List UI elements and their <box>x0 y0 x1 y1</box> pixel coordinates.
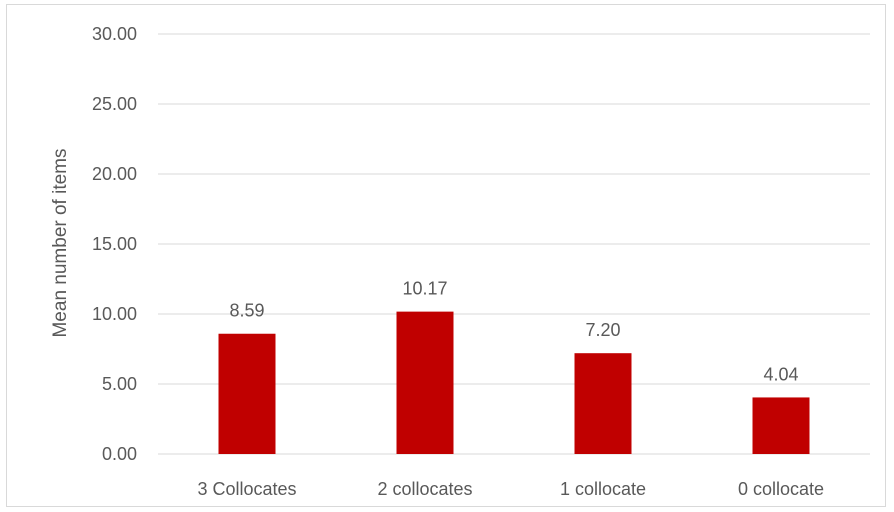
y-tick-label: 5.00 <box>102 374 137 394</box>
bar <box>396 311 454 454</box>
bar-value-label: 8.59 <box>229 301 264 321</box>
y-tick-label: 30.00 <box>92 24 137 44</box>
y-tick-label: 0.00 <box>102 444 137 464</box>
bars <box>218 311 810 454</box>
y-tick-label: 25.00 <box>92 94 137 114</box>
data-labels: 8.59 10.17 7.20 4.04 <box>229 279 798 385</box>
bar-value-label: 10.17 <box>402 279 447 299</box>
bar-value-label: 7.20 <box>585 320 620 340</box>
gridlines <box>158 33 870 455</box>
x-tick-label: 1 collocate <box>560 479 646 499</box>
y-tick-label: 10.00 <box>92 304 137 324</box>
y-tick-label: 20.00 <box>92 164 137 184</box>
y-axis-label: Mean number of items <box>50 148 71 337</box>
bar <box>218 333 276 454</box>
x-tick-label: 0 collocate <box>738 479 824 499</box>
y-axis-tick-labels: 0.00 5.00 10.00 15.00 20.00 25.00 30.00 <box>92 24 137 464</box>
bar-value-label: 4.04 <box>763 364 798 384</box>
bar <box>752 397 810 454</box>
x-tick-label: 2 collocates <box>377 479 472 499</box>
bar <box>574 353 632 454</box>
x-tick-label: 3 Collocates <box>197 479 296 499</box>
x-axis-tick-labels: 3 Collocates 2 collocates 1 collocate 0 col… <box>197 479 824 499</box>
y-tick-label: 15.00 <box>92 234 137 254</box>
